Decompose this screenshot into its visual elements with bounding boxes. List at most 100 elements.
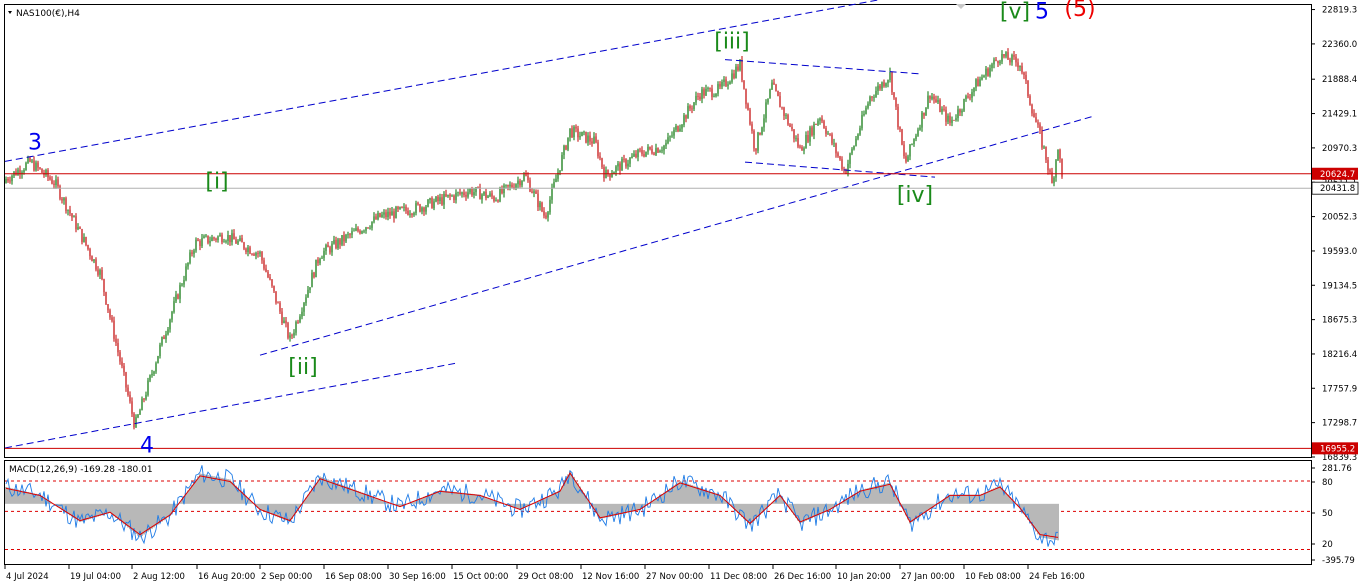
candle-body — [733, 73, 735, 78]
candle-body — [977, 79, 979, 87]
candle-body — [797, 138, 799, 147]
candle-body — [445, 193, 447, 197]
macd-pane[interactable]: MACD(12,26,9) -169.28 -180.01 — [4, 460, 1312, 565]
candle-body — [621, 158, 623, 171]
candle-body — [23, 170, 25, 173]
candle-body — [17, 169, 19, 176]
candle-body — [787, 115, 789, 125]
candle-body — [111, 317, 113, 321]
candle-body — [97, 269, 99, 275]
candle-body — [27, 157, 29, 163]
candle-body — [349, 234, 351, 236]
macd-axis: 281.76 80 50 20 -395.79 — [1311, 464, 1355, 566]
macd-tick-label: 20 — [1322, 540, 1333, 550]
price-tick-label: 19134.5 — [1322, 281, 1357, 291]
channel-lines-layer — [4, 0, 1096, 449]
candle-body — [1001, 54, 1003, 62]
macd-tick-label: 80 — [1322, 478, 1333, 488]
wave-label: [v] — [1000, 0, 1030, 24]
price-tick-label: 21429.1 — [1322, 110, 1357, 120]
current-price-label: 20431.8 — [1320, 184, 1355, 194]
candle-body — [729, 81, 731, 85]
candle-body — [291, 335, 293, 337]
candle-body — [107, 304, 109, 311]
candle-body — [567, 137, 569, 150]
candle-body — [463, 192, 465, 196]
candle-body — [137, 414, 139, 418]
candle-body — [557, 172, 559, 179]
candle-body — [923, 112, 925, 116]
candle-body — [61, 198, 63, 201]
candle-body — [815, 123, 817, 125]
candle-body — [601, 158, 603, 168]
candle-body — [677, 126, 679, 132]
candle-body — [755, 148, 757, 151]
candle-body — [147, 380, 149, 395]
candle-body — [1059, 149, 1061, 159]
symbol-dropdown-icon[interactable] — [8, 11, 12, 14]
candle-body — [521, 180, 523, 186]
symbol-label: NAS100(€),H4 — [16, 9, 80, 19]
candle-body — [71, 213, 73, 218]
candle-body — [701, 89, 703, 100]
candle-body — [1021, 65, 1023, 73]
candle-body — [11, 175, 13, 182]
candle-body — [275, 291, 277, 303]
candle-body — [877, 85, 879, 91]
candle-body — [45, 170, 47, 175]
candle-body — [983, 75, 985, 78]
candle-body — [381, 214, 383, 217]
candle-body — [67, 209, 69, 211]
candle-body — [29, 157, 31, 162]
candle-body — [1035, 117, 1037, 123]
candle-body — [385, 212, 387, 218]
candle-body — [541, 202, 543, 212]
candle-body — [547, 212, 549, 218]
candle-body — [267, 271, 269, 278]
candle-body — [517, 180, 519, 185]
candle-body — [7, 179, 9, 181]
price-level-box — [1312, 167, 1358, 180]
candles-layer — [5, 48, 1063, 430]
candle-body — [683, 115, 685, 125]
price-pane[interactable]: 3 4 [i] [ii] [iii] [iv] [v] 5 (5) NAS100(€),H4 — [4, 0, 1312, 458]
candle-body — [721, 81, 723, 87]
candle-body — [391, 211, 393, 216]
candle-body — [651, 149, 653, 154]
candle-body — [77, 227, 79, 230]
price-tick-label: 18216.4 — [1322, 350, 1357, 360]
candle-body — [989, 68, 991, 76]
candle-body — [249, 247, 251, 254]
candle-body — [571, 128, 573, 138]
candle-body — [383, 212, 385, 215]
candle-body — [767, 98, 769, 103]
candle-body — [1029, 96, 1031, 105]
candle-body — [1011, 55, 1013, 63]
candle-body — [985, 68, 987, 76]
candle-body — [453, 195, 455, 201]
candle-body — [537, 193, 539, 208]
candle-body — [37, 162, 39, 168]
candle-body — [1039, 124, 1041, 131]
candle-body — [293, 332, 295, 336]
horizontal-lines-layer — [5, 173, 1311, 449]
chart-shift-icon[interactable] — [956, 4, 966, 9]
candle-body — [957, 109, 959, 119]
candle-body — [783, 107, 785, 116]
price-tick-label: 16839.3 — [1322, 453, 1357, 463]
candle-body — [311, 272, 313, 288]
candle-body — [895, 97, 897, 107]
candle-body — [715, 93, 717, 97]
candle-body — [619, 163, 621, 171]
candle-body — [329, 247, 331, 253]
wave-label: [ii] — [288, 355, 317, 380]
candle-body — [241, 238, 243, 243]
candle-body — [471, 189, 473, 196]
candle-body — [891, 72, 893, 93]
candle-body — [335, 239, 337, 249]
candle-body — [101, 270, 103, 280]
candle-body — [793, 129, 795, 139]
candle-body — [761, 127, 763, 135]
candle-body — [125, 372, 127, 388]
time-tick-label: 27 Jan 00:00 — [901, 572, 955, 582]
